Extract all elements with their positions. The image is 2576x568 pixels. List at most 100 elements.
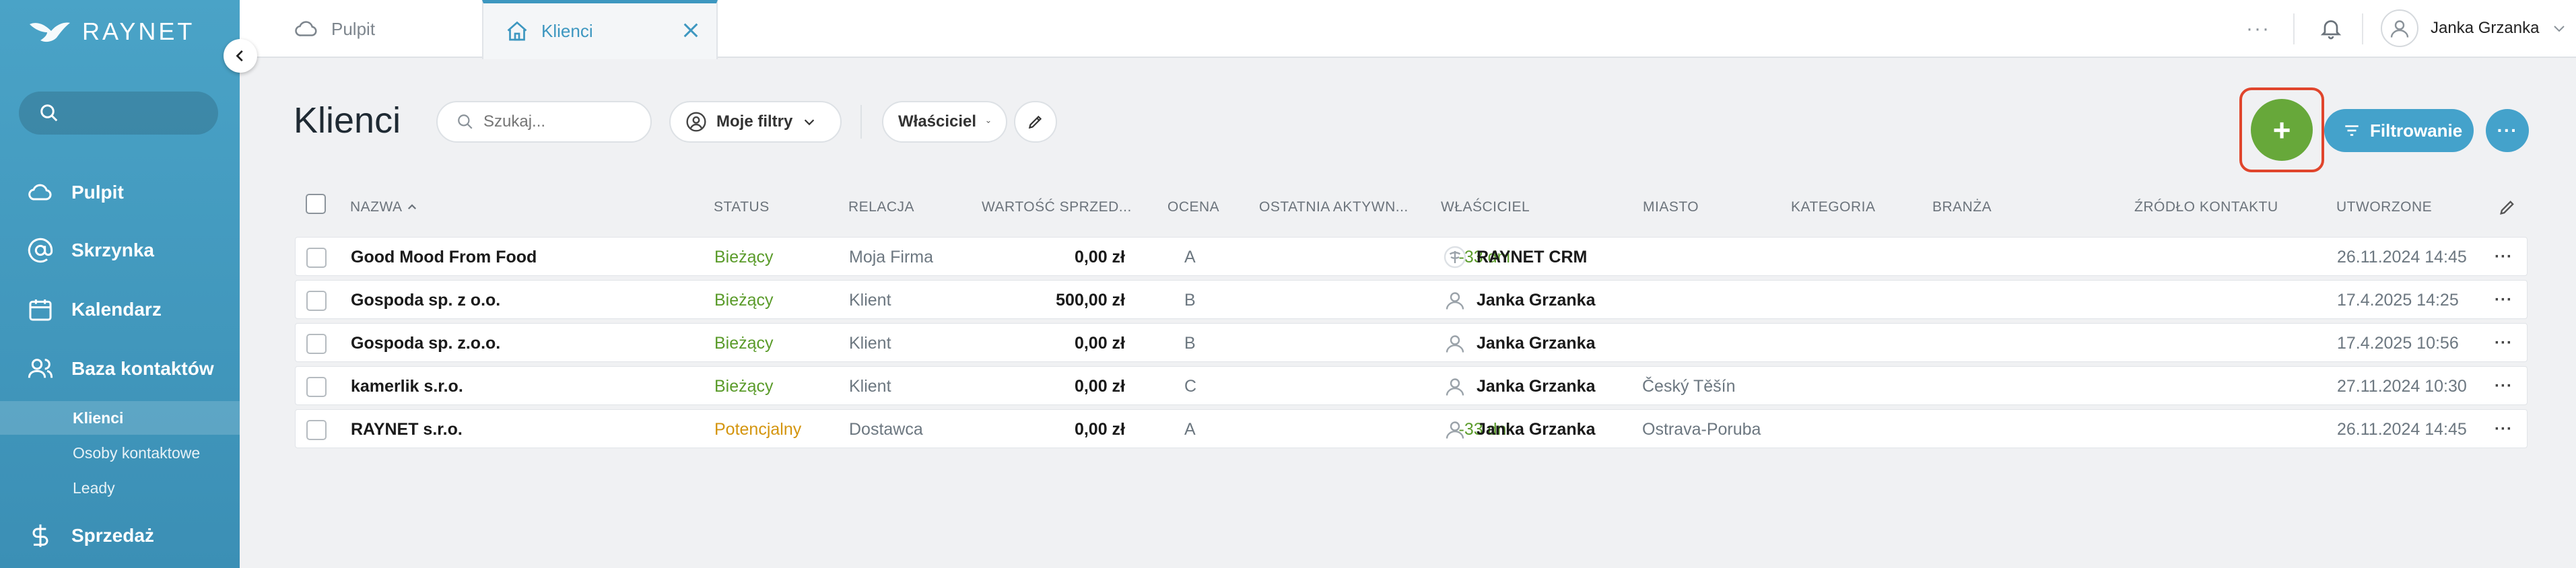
chevron-down-icon: [2554, 26, 2565, 32]
column-header-grade[interactable]: OCENA: [1167, 199, 1220, 215]
search-field[interactable]: [436, 101, 652, 143]
cell-name[interactable]: kamerlik s.r.o.: [351, 376, 463, 396]
row-checkbox[interactable]: [306, 377, 327, 397]
column-header-city[interactable]: MIASTO: [1643, 199, 1699, 215]
column-header-category[interactable]: KATEGORIA: [1791, 199, 1876, 215]
tab-klienci[interactable]: Klienci: [482, 0, 718, 59]
cell-owner: Janka Grzanka: [1443, 324, 1596, 363]
edit-filters-button[interactable]: [1014, 101, 1057, 143]
owner-name: RAYNET CRM: [1477, 247, 1588, 267]
sidebar-search-input[interactable]: [19, 92, 218, 135]
row-menu-button[interactable]: ···: [2495, 248, 2513, 266]
chevron-down-icon: [986, 120, 990, 123]
table-row[interactable]: kamerlik s.r.o. Bieżący Klient 0,00 zł C…: [295, 366, 2528, 405]
cell-grade: A: [1184, 419, 1196, 439]
cell-name[interactable]: Good Mood From Food: [351, 247, 537, 267]
column-header-status[interactable]: STATUS: [714, 199, 770, 215]
add-button-highlight: [2239, 87, 2324, 172]
cell-created: 26.11.2024 14:45: [2337, 419, 2467, 439]
search-input[interactable]: [483, 112, 638, 131]
column-header-label: NAZWA: [350, 199, 402, 215]
cell-activity: -33 dni: [1458, 419, 1510, 439]
cell-created: 27.11.2024 10:30: [2337, 376, 2467, 396]
column-header-industry[interactable]: BRANŻA: [1932, 199, 1992, 215]
column-header-created[interactable]: UTWORZONE: [2336, 199, 2433, 215]
sidebar-item-label: Pulpit: [71, 182, 124, 203]
sidebar-subitem-klienci[interactable]: Klienci: [0, 401, 240, 435]
owner-filter-label: Właściciel: [898, 112, 977, 131]
sidebar: RAYNET Pulpit Skrzynka Kalendarz Baza ko…: [0, 0, 240, 568]
row-checkbox[interactable]: [306, 420, 327, 440]
tab-label: Pulpit: [331, 18, 376, 39]
cell-name[interactable]: Gospoda sp. z.o.o.: [351, 333, 501, 353]
table-row[interactable]: Good Mood From Food Bieżący Moja Firma 0…: [295, 237, 2528, 276]
column-header-owner[interactable]: WŁAŚCICIEL: [1441, 199, 1530, 215]
at-icon: [28, 238, 53, 263]
cell-status: Bieżący: [714, 247, 774, 267]
column-header-relation[interactable]: RELACJA: [848, 199, 915, 215]
user-icon: [2390, 20, 2409, 38]
company-logo-icon: [1444, 246, 1466, 269]
more-tabs-icon[interactable]: ···: [2246, 17, 2270, 40]
cell-relation: Klient: [849, 333, 891, 353]
page-title: Klienci: [294, 100, 401, 141]
cloud-icon: [295, 21, 317, 36]
table-row[interactable]: RAYNET s.r.o. Potencjalny Dostawca 0,00 …: [295, 409, 2528, 448]
user-circle-icon: [686, 112, 706, 132]
owner-filter-dropdown[interactable]: Właściciel: [882, 101, 1007, 143]
table-row[interactable]: Gospoda sp. z o.o. Bieżący Klient 500,00…: [295, 280, 2528, 319]
sidebar-subitem-leady[interactable]: Leady: [73, 478, 115, 497]
my-filters-dropdown[interactable]: Moje filtry: [669, 101, 842, 143]
sidebar-item-skrzynka[interactable]: Skrzynka: [27, 237, 154, 264]
select-all-checkbox[interactable]: [306, 194, 326, 214]
column-header-activity[interactable]: OSTATNIA AKTYWN...: [1259, 199, 1409, 215]
sidebar-item-kalendarz[interactable]: Kalendarz: [27, 296, 162, 323]
edit-columns-icon[interactable]: [2498, 198, 2517, 217]
cell-grade: A: [1184, 247, 1196, 267]
close-icon[interactable]: [680, 20, 702, 41]
search-icon: [458, 114, 473, 129]
cell-activity: -33 dni: [1458, 247, 1510, 267]
cell-name[interactable]: Gospoda sp. z o.o.: [351, 290, 501, 310]
filter-button[interactable]: Filtrowanie: [2324, 109, 2474, 152]
cell-city: Ostrava-Poruba: [1642, 419, 1761, 439]
row-menu-button[interactable]: ···: [2495, 377, 2513, 395]
sidebar-item-label: Baza kontaktów: [71, 358, 214, 379]
table-row[interactable]: Gospoda sp. z.o.o. Bieżący Klient 0,00 z…: [295, 323, 2528, 362]
cell-created: 17.4.2025 14:25: [2337, 290, 2459, 310]
column-header-name[interactable]: NAZWA: [350, 199, 418, 215]
more-options-button[interactable]: ···: [2486, 109, 2529, 152]
sidebar-item-baza-kontaktow[interactable]: Baza kontaktów: [27, 355, 214, 382]
row-menu-button[interactable]: ···: [2495, 334, 2513, 352]
row-checkbox[interactable]: [306, 248, 327, 268]
cell-name[interactable]: RAYNET s.r.o.: [351, 419, 463, 439]
column-header-source[interactable]: ŹRÓDŁO KONTAKTU: [2134, 199, 2278, 215]
sidebar-item-pulpit[interactable]: Pulpit: [27, 179, 124, 206]
row-checkbox[interactable]: [306, 334, 327, 354]
tab-pulpit[interactable]: Pulpit: [294, 0, 375, 58]
row-checkbox[interactable]: [306, 291, 327, 311]
add-client-button[interactable]: +: [2251, 99, 2313, 161]
sidebar-subitem-osoby-kontaktowe[interactable]: Osoby kontaktowe: [73, 443, 201, 462]
search-icon: [40, 104, 58, 122]
column-header-value[interactable]: WARTOŚĆ SPRZED...: [982, 199, 1132, 215]
top-bar: Pulpit Klienci ··· Janka Grzanka: [240, 0, 2576, 59]
cell-value: 0,00 zł: [1074, 376, 1125, 396]
cell-owner: Janka Grzanka: [1443, 410, 1596, 449]
raynet-logo-icon: [30, 22, 70, 42]
row-menu-button[interactable]: ···: [2495, 291, 2513, 309]
sidebar-item-sprzedaz[interactable]: Sprzedaż: [27, 522, 154, 549]
owner-name: Janka Grzanka: [1477, 333, 1596, 353]
cell-relation: Dostawca: [849, 419, 923, 439]
user-menu[interactable]: Janka Grzanka: [2381, 9, 2567, 47]
cell-grade: B: [1184, 290, 1196, 310]
row-menu-button[interactable]: ···: [2495, 420, 2513, 438]
divider: [2293, 13, 2295, 44]
bell-icon[interactable]: [2319, 16, 2343, 40]
sidebar-item-label: Sprzedaż: [71, 525, 154, 546]
sidebar-collapse-button[interactable]: [224, 39, 257, 73]
logo[interactable]: RAYNET: [27, 17, 195, 46]
cell-owner: RAYNET CRM: [1443, 238, 1587, 277]
users-icon: [28, 359, 53, 378]
owner-name: Janka Grzanka: [1477, 419, 1596, 439]
